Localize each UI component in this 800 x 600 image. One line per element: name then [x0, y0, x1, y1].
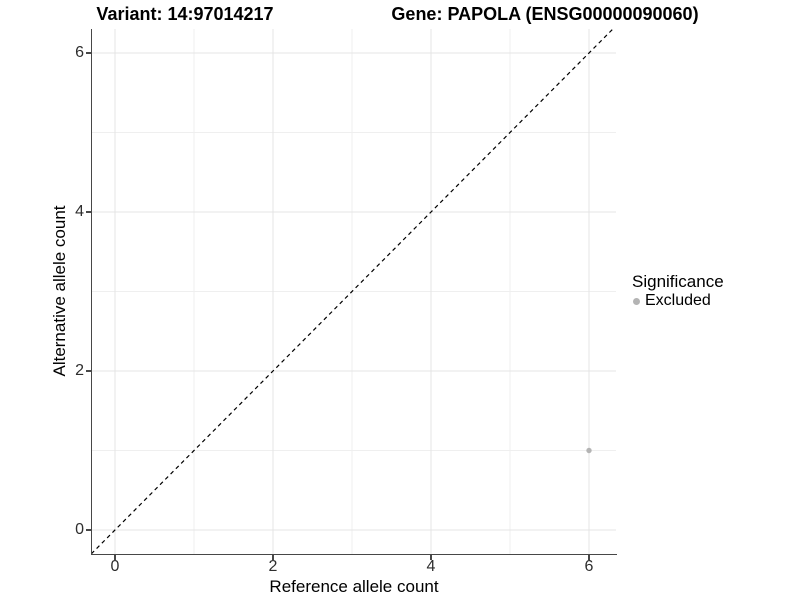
y-tick-mark: [85, 529, 91, 531]
x-tick-mark: [272, 555, 274, 560]
plot-title-gene: Gene: PAPOLA (ENSG00000090060): [391, 4, 699, 24]
x-tick-label: 4: [426, 558, 436, 575]
legend-item-label: Excluded: [645, 292, 711, 309]
x-tick-label: 2: [268, 558, 278, 575]
y-tick-label: 0: [75, 521, 84, 538]
y-tick-label: 6: [75, 44, 84, 61]
x-tick-label: 0: [110, 558, 120, 575]
x-axis-title: Reference allele count: [269, 577, 439, 596]
y-tick-label: 4: [75, 203, 84, 220]
legend-point-icon: [633, 297, 640, 305]
x-axis-line: [90, 553, 617, 555]
y-tick-mark: [85, 370, 91, 372]
y-axis-line: [90, 29, 92, 555]
y-tick-mark: [85, 211, 91, 213]
x-tick-mark: [588, 555, 590, 560]
x-tick-mark: [114, 555, 116, 560]
plot-title-variant: Variant: 14:97014217: [96, 4, 274, 24]
plot-panel: [92, 29, 616, 554]
x-tick-mark: [430, 555, 432, 560]
y-axis-title: Alternative allele count: [50, 205, 69, 377]
y-tick-label: 2: [75, 362, 84, 379]
data-point: [586, 447, 592, 454]
y-tick-mark: [85, 52, 91, 54]
legend: Significance Excluded: [632, 272, 724, 310]
legend-title: Significance: [632, 272, 724, 291]
legend-item-excluded: Excluded: [632, 292, 724, 310]
x-tick-label: 6: [584, 558, 594, 575]
